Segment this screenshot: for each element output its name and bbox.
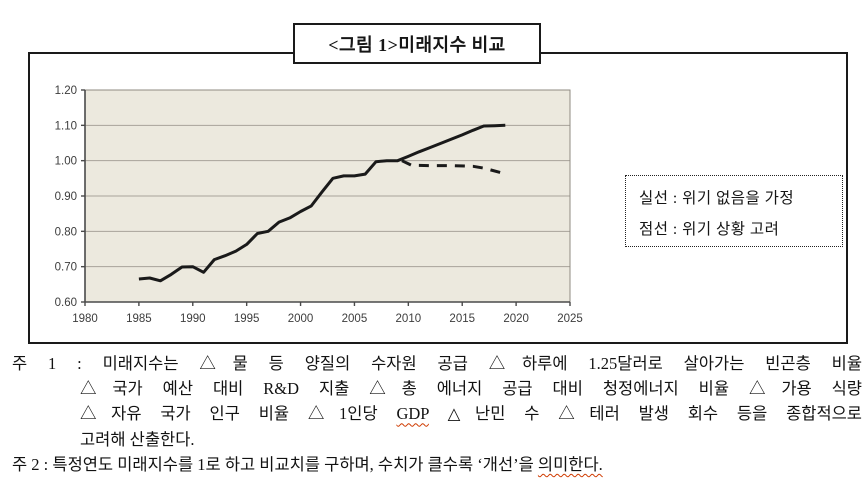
svg-text:0.70: 0.70 (55, 262, 77, 274)
svg-text:1980: 1980 (72, 313, 98, 325)
svg-text:0.80: 0.80 (55, 226, 77, 238)
svg-text:0.90: 0.90 (55, 191, 77, 203)
note-1-label: 주 1 : (12, 354, 82, 373)
svg-text:2020: 2020 (503, 313, 529, 325)
svg-text:2025: 2025 (557, 313, 583, 325)
svg-text:0.60: 0.60 (55, 297, 77, 309)
note-1-line-3: △자유 국가 인구 비율 △1인당 GDP △난민 수 △테러 발생 회수 등을… (80, 404, 862, 424)
gdp-spellcheck-word: GDP (396, 404, 429, 424)
note-1-line-2: △국가 예산 대비 R&D 지출 △총 에너지 공급 대비 청정에너지 비율 △… (80, 379, 862, 399)
note-1-line-4: 고려해 산출한다. (80, 429, 195, 449)
chart-legend-box: 실선 : 위기 없음을 가정 점선 : 위기 상황 고려 (625, 175, 843, 247)
svg-text:1990: 1990 (180, 313, 206, 325)
figure-box: 0.60 0.70 0.80 0.90 1.00 1.10 1.20 1980 1985 1990… (28, 52, 848, 344)
svg-text:1985: 1985 (126, 313, 152, 325)
note-2-label: 주 2 : (12, 454, 49, 474)
svg-text:1.00: 1.00 (55, 156, 77, 168)
figure-title-box: <그림 1>미래지수 비교 (293, 23, 541, 64)
svg-text:2010: 2010 (396, 313, 422, 325)
legend-solid-line-label: 실선 : 위기 없음을 가정 (639, 190, 795, 207)
svg-text:1.10: 1.10 (55, 120, 77, 132)
figure-notes: 주 1 : 미래지수는 △물 등 양질의 수자원 공급 △하루에 1.25달러로… (12, 351, 862, 477)
svg-text:2005: 2005 (342, 313, 368, 325)
note-2-line: 주 2 : 특정연도 미래지수를 1로 하고 비교치를 구하며, 수치가 클수록… (12, 454, 603, 474)
future-index-chart: 0.60 0.70 0.80 0.90 1.00 1.10 1.20 1980 1985 1990… (55, 85, 583, 325)
svg-text:1995: 1995 (234, 313, 260, 325)
note-2-spellcheck-word: 의미한다. (537, 454, 603, 474)
note-1-line-1: 주 1 : 미래지수는 △물 등 양질의 수자원 공급 △하루에 1.25달러로… (12, 354, 863, 373)
figure-title: <그림 1>미래지수 비교 (328, 34, 506, 55)
svg-text:1.20: 1.20 (55, 85, 77, 97)
svg-text:2015: 2015 (449, 313, 475, 325)
legend-dashed-line-label: 점선 : 위기 상황 고려 (639, 221, 780, 238)
svg-text:2000: 2000 (288, 313, 314, 325)
